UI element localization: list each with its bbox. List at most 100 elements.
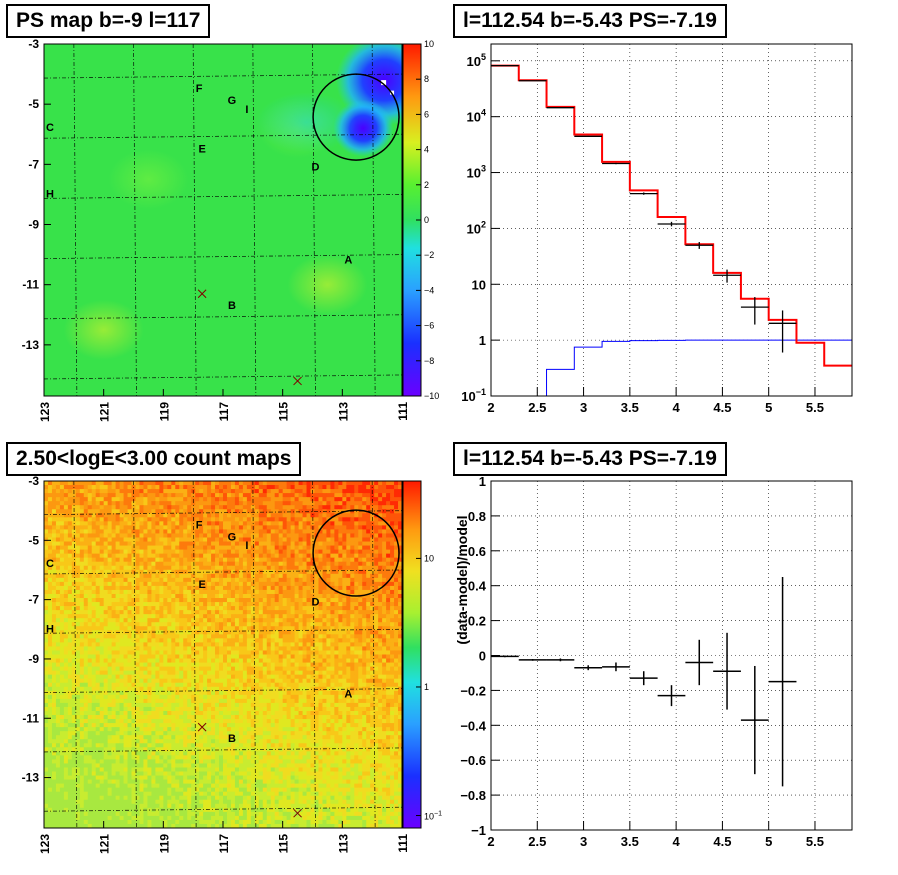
count-pixel xyxy=(223,593,228,599)
count-pixel xyxy=(342,598,347,603)
count-pixel xyxy=(326,589,331,595)
count-pixel xyxy=(151,581,156,587)
count-pixel xyxy=(175,493,180,498)
count-pixel xyxy=(215,553,220,559)
count-pixel xyxy=(103,686,109,692)
count-pixel xyxy=(326,553,331,559)
count-pixel xyxy=(358,690,363,696)
count-pixel xyxy=(338,646,343,651)
count-pixel xyxy=(342,521,347,526)
count-pixel xyxy=(366,690,371,696)
count-pixel xyxy=(139,650,144,655)
count-pixel xyxy=(246,686,252,692)
count-pixel xyxy=(282,557,288,563)
count-pixel xyxy=(322,585,327,591)
count-pixel xyxy=(234,553,240,559)
count-pixel xyxy=(362,521,367,526)
count-pixel xyxy=(67,614,73,619)
count-pixel xyxy=(390,670,395,676)
count-pixel xyxy=(326,505,331,510)
count-pixel xyxy=(258,670,264,676)
count-pixel xyxy=(167,662,172,668)
count-pixel xyxy=(75,489,81,494)
count-pixel xyxy=(107,493,113,498)
count-pixel xyxy=(123,646,129,651)
count-pixel xyxy=(67,509,73,514)
count-pixel xyxy=(75,662,81,668)
count-pixel xyxy=(350,553,355,559)
count-pixel xyxy=(322,493,327,498)
count-pixel xyxy=(366,678,371,684)
count-pixel xyxy=(390,602,395,607)
count-pixel xyxy=(211,602,216,607)
count-pixel xyxy=(171,561,176,567)
count-pixel xyxy=(390,666,395,672)
count-pixel xyxy=(250,606,256,611)
count-pixel xyxy=(55,569,61,575)
count-pixel xyxy=(175,569,180,575)
count-pixel xyxy=(67,545,73,551)
count-pixel xyxy=(219,489,224,494)
count-pixel xyxy=(366,577,371,583)
count-pixel xyxy=(282,537,288,543)
count-pixel xyxy=(155,589,160,595)
count-pixel xyxy=(83,501,89,506)
count-pixel xyxy=(262,497,268,502)
count-pixel xyxy=(314,493,319,498)
count-pixel xyxy=(270,493,276,498)
count-pixel xyxy=(306,577,312,583)
count-pixel xyxy=(262,614,268,619)
count-pixel xyxy=(143,626,148,631)
count-pixel xyxy=(250,593,256,599)
count-pixel xyxy=(366,481,371,486)
count-pixel xyxy=(314,686,319,692)
count-pixel xyxy=(195,497,200,502)
count-pixel xyxy=(254,553,260,559)
count-pixel xyxy=(55,533,61,538)
count-pixel xyxy=(111,670,117,676)
count-pixel xyxy=(115,593,121,599)
count-pixel xyxy=(75,650,81,655)
count-pixel xyxy=(115,529,121,534)
count-pixel xyxy=(219,577,224,583)
count-pixel xyxy=(270,521,276,526)
count-pixel xyxy=(51,545,57,551)
count-pixel xyxy=(151,638,156,643)
count-pixel xyxy=(59,485,65,490)
count-pixel xyxy=(378,626,383,631)
count-pixel xyxy=(179,505,184,510)
count-pixel xyxy=(175,666,180,672)
count-pixel xyxy=(266,501,272,506)
count-pixel xyxy=(310,581,315,587)
count-pixel xyxy=(127,549,133,555)
count-pixel xyxy=(318,505,323,510)
count-pixel xyxy=(47,630,53,635)
count-pixel xyxy=(358,481,363,486)
count-pixel xyxy=(266,658,272,664)
count-pixel xyxy=(366,662,371,668)
count-pixel xyxy=(242,602,248,607)
count-pixel xyxy=(55,541,61,547)
count-pixel xyxy=(310,666,315,672)
count-pixel xyxy=(71,622,77,627)
count-pixel xyxy=(282,646,288,651)
count-pixel xyxy=(179,553,184,559)
count-pixel xyxy=(286,553,292,559)
count-pixel xyxy=(262,553,268,559)
count-pixel xyxy=(382,602,387,607)
count-pixel xyxy=(346,489,351,494)
count-pixel xyxy=(322,581,327,587)
count-pixel xyxy=(115,670,121,676)
count-pixel xyxy=(179,686,184,692)
count-pixel xyxy=(358,602,363,607)
count-pixel xyxy=(91,533,97,538)
count-pixel xyxy=(350,557,355,563)
count-pixel xyxy=(386,690,391,696)
count-pixel xyxy=(155,549,160,555)
count-pixel xyxy=(47,541,53,547)
count-pixel xyxy=(175,610,180,615)
count-pixel xyxy=(83,678,89,684)
count-pixel xyxy=(151,585,156,591)
count-pixel xyxy=(342,565,347,571)
count-pixel xyxy=(262,525,268,530)
